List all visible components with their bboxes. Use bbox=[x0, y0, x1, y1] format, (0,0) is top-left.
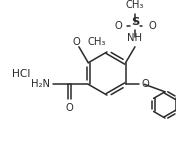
Text: O: O bbox=[72, 37, 80, 47]
Text: NH: NH bbox=[127, 33, 143, 43]
Text: H₂N: H₂N bbox=[31, 79, 50, 89]
Text: HCl: HCl bbox=[11, 69, 30, 79]
Text: O: O bbox=[148, 21, 156, 31]
Text: O: O bbox=[66, 103, 73, 113]
Text: O: O bbox=[142, 79, 149, 89]
Text: CH₃: CH₃ bbox=[87, 37, 106, 47]
Text: S: S bbox=[131, 17, 139, 27]
Text: O: O bbox=[114, 21, 122, 31]
Text: CH₃: CH₃ bbox=[126, 0, 144, 10]
